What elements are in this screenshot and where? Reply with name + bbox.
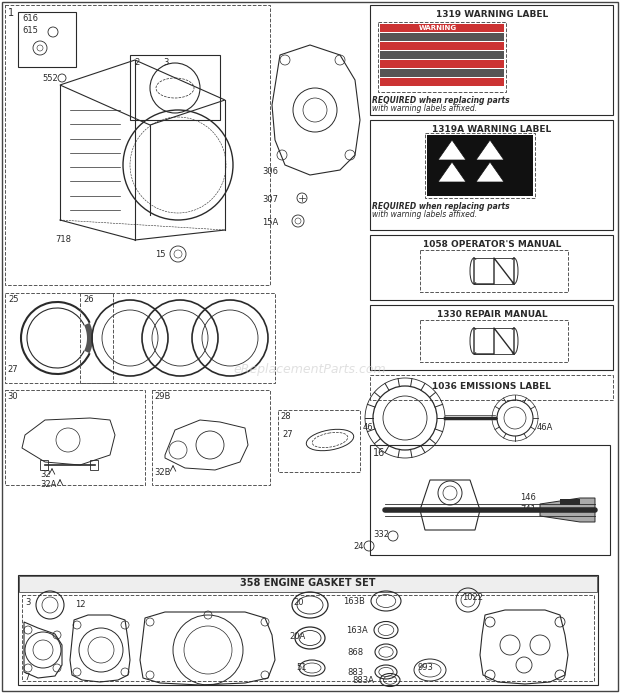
- Bar: [380, 42, 504, 50]
- Bar: [408, 24, 468, 32]
- Bar: [5, 390, 145, 485]
- Bar: [18, 12, 76, 67]
- Text: 30: 30: [7, 392, 17, 401]
- Bar: [370, 120, 613, 230]
- Bar: [560, 499, 580, 505]
- Bar: [22, 595, 594, 681]
- Text: 332: 332: [373, 530, 389, 539]
- Text: 12: 12: [75, 600, 86, 609]
- Text: 718: 718: [55, 235, 71, 244]
- Text: 993: 993: [418, 663, 434, 672]
- Text: 7: 7: [24, 673, 29, 682]
- Polygon shape: [540, 498, 595, 522]
- Polygon shape: [438, 162, 466, 182]
- Bar: [19, 576, 597, 592]
- Text: with warning labels affixed.: with warning labels affixed.: [372, 104, 477, 113]
- Text: 868: 868: [347, 648, 363, 657]
- Text: 27: 27: [282, 430, 293, 439]
- Bar: [278, 410, 360, 472]
- Polygon shape: [438, 140, 466, 160]
- Text: 15A: 15A: [262, 218, 278, 227]
- Bar: [370, 445, 610, 555]
- Text: 552: 552: [42, 74, 58, 83]
- Bar: [90, 460, 98, 470]
- Text: 306: 306: [262, 167, 278, 176]
- Text: 1: 1: [8, 8, 14, 18]
- Bar: [380, 69, 504, 77]
- Text: 15: 15: [155, 250, 166, 259]
- Text: 25: 25: [8, 295, 19, 304]
- Text: 32B: 32B: [154, 468, 170, 477]
- Text: 16: 16: [373, 448, 385, 458]
- Text: WARNING: WARNING: [419, 25, 457, 31]
- Text: 46: 46: [363, 423, 374, 432]
- Text: 1022: 1022: [462, 593, 483, 602]
- Text: 1319A WARNING LABEL: 1319A WARNING LABEL: [432, 125, 552, 134]
- Text: 1330 REPAIR MANUAL: 1330 REPAIR MANUAL: [436, 310, 547, 319]
- Text: 307: 307: [262, 195, 278, 204]
- Text: with warning labels affixed.: with warning labels affixed.: [372, 210, 477, 219]
- Bar: [130, 55, 220, 120]
- Text: 615: 615: [22, 26, 38, 35]
- Text: 616: 616: [22, 14, 38, 23]
- Text: 358 ENGINE GASKET SET: 358 ENGINE GASKET SET: [241, 578, 376, 588]
- Text: 32: 32: [40, 470, 51, 479]
- Text: 163B: 163B: [343, 597, 365, 606]
- Bar: [380, 51, 504, 59]
- Bar: [380, 78, 504, 86]
- Bar: [420, 250, 568, 292]
- Text: eReplacementParts.com: eReplacementParts.com: [234, 364, 386, 376]
- Bar: [370, 5, 613, 115]
- Polygon shape: [84, 323, 93, 353]
- Bar: [370, 375, 613, 400]
- Text: 27: 27: [7, 365, 17, 374]
- Text: 26: 26: [83, 295, 94, 304]
- Text: 163A: 163A: [346, 626, 368, 635]
- Text: REQUIRED when replacing parts: REQUIRED when replacing parts: [372, 96, 510, 105]
- Bar: [380, 24, 504, 32]
- Bar: [370, 305, 613, 370]
- Text: 883A: 883A: [352, 676, 374, 685]
- Text: 1036 EMISSIONS LABEL: 1036 EMISSIONS LABEL: [433, 382, 552, 391]
- Text: 20A: 20A: [289, 632, 305, 641]
- Text: 51: 51: [296, 663, 306, 672]
- Text: 20: 20: [293, 598, 304, 607]
- Polygon shape: [476, 162, 504, 182]
- Text: 29B: 29B: [154, 392, 170, 401]
- Bar: [80, 293, 275, 383]
- Text: 46A: 46A: [537, 423, 554, 432]
- Text: 24: 24: [353, 542, 363, 551]
- Bar: [378, 22, 506, 92]
- Bar: [380, 33, 504, 41]
- Bar: [5, 293, 113, 383]
- Bar: [425, 133, 535, 198]
- Text: 2: 2: [134, 58, 140, 67]
- Bar: [18, 575, 598, 685]
- Text: 1319 WARNING LABEL: 1319 WARNING LABEL: [436, 10, 548, 19]
- Text: 32A: 32A: [40, 480, 56, 489]
- Bar: [380, 60, 504, 68]
- Text: 3: 3: [25, 598, 30, 607]
- Polygon shape: [476, 140, 504, 160]
- Text: REQUIRED when replacing parts: REQUIRED when replacing parts: [372, 202, 510, 211]
- Text: 146: 146: [520, 493, 536, 502]
- Text: 3: 3: [163, 58, 169, 67]
- Text: 883: 883: [347, 668, 363, 677]
- Bar: [420, 320, 568, 362]
- Bar: [370, 235, 613, 300]
- Text: 1058 OPERATOR'S MANUAL: 1058 OPERATOR'S MANUAL: [423, 240, 561, 249]
- Bar: [427, 135, 533, 196]
- Bar: [40, 460, 48, 470]
- Bar: [152, 390, 270, 485]
- Text: 28: 28: [280, 412, 291, 421]
- Bar: [5, 5, 270, 285]
- Text: 741: 741: [520, 505, 536, 514]
